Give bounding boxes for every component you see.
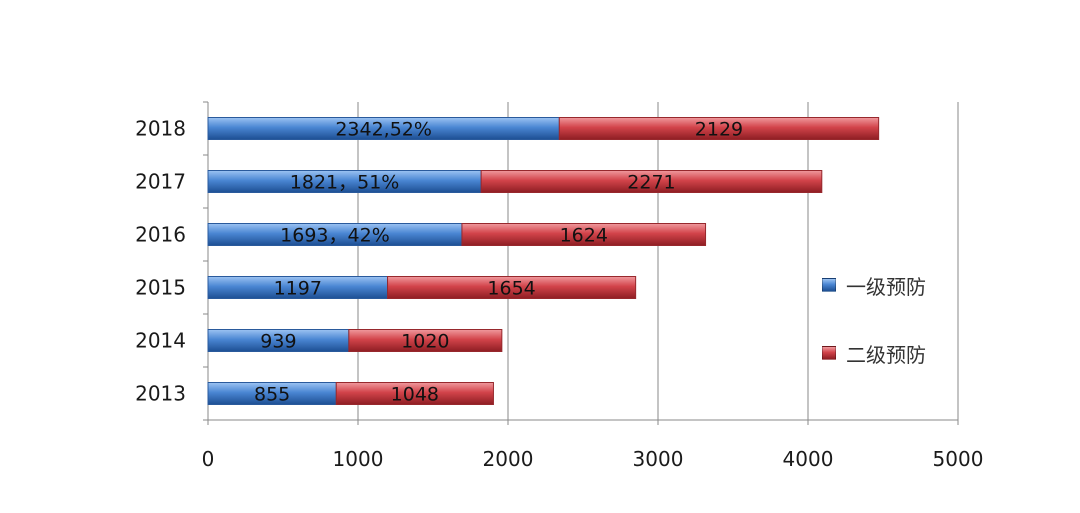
data-label: 855 xyxy=(254,384,290,406)
labels: 2342,52% 2129 1821，51% 2271 1693，42% 1624 1197… xyxy=(254,119,743,406)
y-tick-label: 2014 xyxy=(135,329,186,353)
axes: 0 1000 2000 3000 4000 5000 2018 2017 2016 2015 201… xyxy=(135,101,984,471)
y-tick-label: 2018 xyxy=(135,117,186,141)
data-label: 1654 xyxy=(487,278,535,300)
bar-segment xyxy=(335,382,494,405)
bar-segment xyxy=(558,117,880,140)
x-tick-label: 3000 xyxy=(633,447,684,471)
legend-swatch-series-1 xyxy=(822,278,836,292)
data-label: 1020 xyxy=(401,331,449,353)
data-label: 1048 xyxy=(391,384,439,406)
data-label: 2342,52% xyxy=(335,119,432,141)
data-label: 1821，51% xyxy=(290,172,400,194)
data-label: 1197 xyxy=(274,278,322,300)
x-tick-label: 0 xyxy=(202,447,215,471)
legend-item-series-2: 二级预防 xyxy=(822,336,926,370)
data-label: 1624 xyxy=(560,225,608,247)
legend-swatch-series-2 xyxy=(822,346,836,360)
legend-item-series-1: 一级预防 xyxy=(822,268,926,302)
x-tick-label: 2000 xyxy=(483,447,534,471)
y-tick-label: 2013 xyxy=(135,382,186,406)
bar-segment xyxy=(387,276,637,299)
legend-label-series-2: 二级预防 xyxy=(846,342,926,367)
grid-lines xyxy=(357,102,959,420)
bars xyxy=(207,117,880,405)
data-label: 1693，42% xyxy=(280,225,390,247)
data-label: 939 xyxy=(260,331,296,353)
x-tick-label: 4000 xyxy=(783,447,834,471)
y-tick-label: 2015 xyxy=(135,276,186,300)
bar-segment xyxy=(348,329,503,352)
bar-segment xyxy=(461,223,707,246)
legend-label-series-1: 一级预防 xyxy=(846,274,926,299)
legend: 一级预防 二级预防 xyxy=(822,268,926,404)
x-tick-label: 5000 xyxy=(933,447,984,471)
y-tick-label: 2016 xyxy=(135,223,186,247)
data-label: 2271 xyxy=(627,172,675,194)
data-label: 2129 xyxy=(695,119,743,141)
y-tick-label: 2017 xyxy=(135,170,186,194)
x-tick-label: 1000 xyxy=(333,447,384,471)
bar-segment xyxy=(480,170,823,193)
